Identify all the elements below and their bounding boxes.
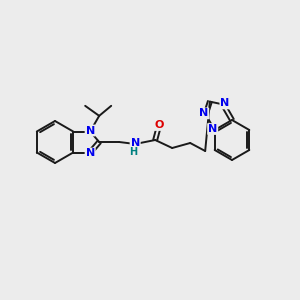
Text: H: H xyxy=(129,147,137,157)
Text: N: N xyxy=(85,125,95,136)
Text: N: N xyxy=(130,138,140,148)
Text: N: N xyxy=(220,98,230,108)
Text: N: N xyxy=(199,108,208,118)
Text: N: N xyxy=(208,124,217,134)
Text: N: N xyxy=(85,148,95,158)
Text: O: O xyxy=(154,120,164,130)
